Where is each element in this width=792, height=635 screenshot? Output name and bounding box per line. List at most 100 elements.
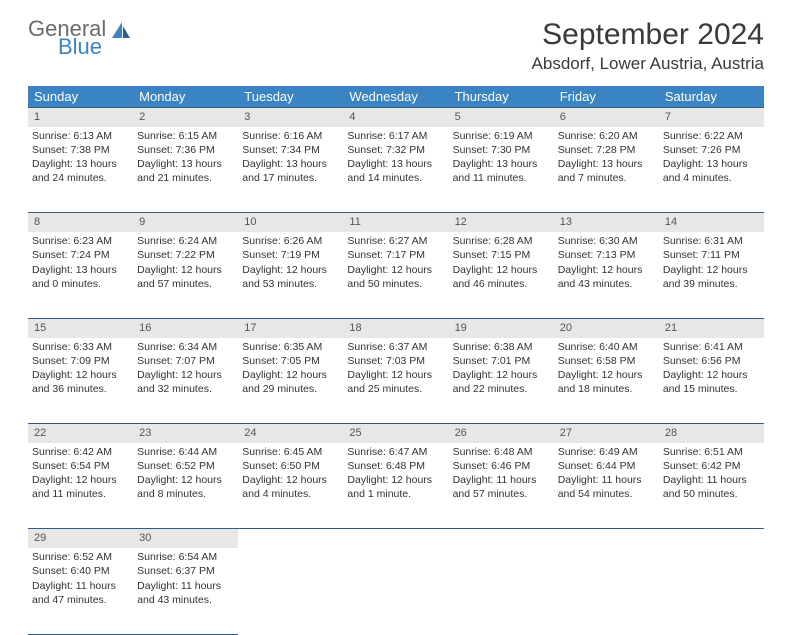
daylight-label: and 7 minutes. — [558, 171, 655, 185]
sunset-label: Sunset: 7:05 PM — [242, 354, 339, 368]
sunrise-label: Sunrise: 6:22 AM — [663, 129, 760, 143]
sunrise-label: Sunrise: 6:48 AM — [453, 445, 550, 459]
daylight-label: and 53 minutes. — [242, 277, 339, 291]
sunrise-label: Sunrise: 6:26 AM — [242, 234, 339, 248]
sunset-label: Sunset: 6:46 PM — [453, 459, 550, 473]
sunrise-label: Sunrise: 6:24 AM — [137, 234, 234, 248]
day-number-cell: 13 — [554, 213, 659, 232]
sunrise-label: Sunrise: 6:45 AM — [242, 445, 339, 459]
daylight-label: and 17 minutes. — [242, 171, 339, 185]
daylight-label: Daylight: 13 hours — [453, 157, 550, 171]
day-number-cell: 24 — [238, 424, 343, 443]
day-cell: Sunrise: 6:42 AMSunset: 6:54 PMDaylight:… — [28, 443, 133, 529]
sunrise-label: Sunrise: 6:28 AM — [453, 234, 550, 248]
sunset-label: Sunset: 7:24 PM — [32, 248, 129, 262]
day-number-cell: 27 — [554, 424, 659, 443]
sunrise-label: Sunrise: 6:49 AM — [558, 445, 655, 459]
daylight-label: and 36 minutes. — [32, 382, 129, 396]
day-number-cell: 22 — [28, 424, 133, 443]
daylight-label: Daylight: 12 hours — [137, 473, 234, 487]
sunrise-label: Sunrise: 6:17 AM — [347, 129, 444, 143]
sunset-label: Sunset: 6:40 PM — [32, 564, 129, 578]
day-cell: Sunrise: 6:37 AMSunset: 7:03 PMDaylight:… — [343, 338, 448, 424]
sunset-label: Sunset: 6:56 PM — [663, 354, 760, 368]
sunrise-label: Sunrise: 6:54 AM — [137, 550, 234, 564]
daylight-label: Daylight: 12 hours — [347, 263, 444, 277]
daylight-label: Daylight: 12 hours — [242, 473, 339, 487]
daylight-label: Daylight: 11 hours — [558, 473, 655, 487]
day-number-cell: 14 — [659, 213, 764, 232]
day-cell: Sunrise: 6:15 AMSunset: 7:36 PMDaylight:… — [133, 127, 238, 213]
daynum-row: 22232425262728 — [28, 424, 764, 443]
page-title: September 2024 — [532, 18, 764, 52]
day-cell: Sunrise: 6:27 AMSunset: 7:17 PMDaylight:… — [343, 232, 448, 318]
sunrise-label: Sunrise: 6:34 AM — [137, 340, 234, 354]
weekday-tuesday: Tuesday — [238, 86, 343, 108]
daylight-label: Daylight: 13 hours — [347, 157, 444, 171]
day-number-cell: 8 — [28, 213, 133, 232]
sunset-label: Sunset: 6:54 PM — [32, 459, 129, 473]
sunset-label: Sunset: 7:34 PM — [242, 143, 339, 157]
day-cell: Sunrise: 6:28 AMSunset: 7:15 PMDaylight:… — [449, 232, 554, 318]
day-cell — [449, 548, 554, 634]
day-number-cell: 9 — [133, 213, 238, 232]
daylight-label: and 18 minutes. — [558, 382, 655, 396]
daylight-label: Daylight: 12 hours — [558, 263, 655, 277]
logo-text: General Blue — [28, 18, 106, 58]
sunset-label: Sunset: 6:42 PM — [663, 459, 760, 473]
sunrise-label: Sunrise: 6:44 AM — [137, 445, 234, 459]
daylight-label: and 50 minutes. — [347, 277, 444, 291]
day-number-cell: 3 — [238, 108, 343, 127]
sunset-label: Sunset: 7:32 PM — [347, 143, 444, 157]
daylight-label: Daylight: 12 hours — [137, 368, 234, 382]
daylight-label: and 11 minutes. — [32, 487, 129, 501]
day-cell: Sunrise: 6:30 AMSunset: 7:13 PMDaylight:… — [554, 232, 659, 318]
daynum-row: 2930 — [28, 529, 764, 548]
day-cell: Sunrise: 6:31 AMSunset: 7:11 PMDaylight:… — [659, 232, 764, 318]
sunset-label: Sunset: 7:30 PM — [453, 143, 550, 157]
daylight-label: Daylight: 11 hours — [32, 579, 129, 593]
sunset-label: Sunset: 6:48 PM — [347, 459, 444, 473]
day-cell: Sunrise: 6:33 AMSunset: 7:09 PMDaylight:… — [28, 338, 133, 424]
daylight-label: and 4 minutes. — [242, 487, 339, 501]
day-number-cell: 1 — [28, 108, 133, 127]
daylight-label: and 54 minutes. — [558, 487, 655, 501]
logo: General Blue — [28, 18, 132, 58]
sunrise-label: Sunrise: 6:19 AM — [453, 129, 550, 143]
sunrise-label: Sunrise: 6:13 AM — [32, 129, 129, 143]
weekday-saturday: Saturday — [659, 86, 764, 108]
daylight-label: and 47 minutes. — [32, 593, 129, 607]
daylight-label: Daylight: 13 hours — [32, 157, 129, 171]
day-cell: Sunrise: 6:38 AMSunset: 7:01 PMDaylight:… — [449, 338, 554, 424]
daylight-label: Daylight: 12 hours — [347, 473, 444, 487]
sunrise-label: Sunrise: 6:33 AM — [32, 340, 129, 354]
sunrise-label: Sunrise: 6:27 AM — [347, 234, 444, 248]
header: General Blue September 2024 Absdorf, Low… — [28, 18, 764, 74]
weekday-friday: Friday — [554, 86, 659, 108]
day-number-cell: 16 — [133, 318, 238, 337]
sunset-label: Sunset: 7:22 PM — [137, 248, 234, 262]
day-number-cell: 4 — [343, 108, 448, 127]
daylight-label: and 25 minutes. — [347, 382, 444, 396]
day-number-cell: 10 — [238, 213, 343, 232]
sunset-label: Sunset: 7:15 PM — [453, 248, 550, 262]
sunrise-label: Sunrise: 6:40 AM — [558, 340, 655, 354]
sunrise-label: Sunrise: 6:30 AM — [558, 234, 655, 248]
sunrise-label: Sunrise: 6:20 AM — [558, 129, 655, 143]
daylight-label: Daylight: 12 hours — [137, 263, 234, 277]
day-number-cell — [659, 529, 764, 548]
day-cell: Sunrise: 6:40 AMSunset: 6:58 PMDaylight:… — [554, 338, 659, 424]
sunset-label: Sunset: 6:58 PM — [558, 354, 655, 368]
sunset-label: Sunset: 6:50 PM — [242, 459, 339, 473]
day-number-cell: 2 — [133, 108, 238, 127]
sunset-label: Sunset: 7:19 PM — [242, 248, 339, 262]
daylight-label: Daylight: 12 hours — [663, 263, 760, 277]
day-cell: Sunrise: 6:17 AMSunset: 7:32 PMDaylight:… — [343, 127, 448, 213]
daylight-label: Daylight: 12 hours — [347, 368, 444, 382]
calendar-header: Sunday Monday Tuesday Wednesday Thursday… — [28, 86, 764, 108]
sunset-label: Sunset: 7:36 PM — [137, 143, 234, 157]
day-number-cell — [554, 529, 659, 548]
calendar-body: 1234567Sunrise: 6:13 AMSunset: 7:38 PMDa… — [28, 108, 764, 635]
daylight-label: and 15 minutes. — [663, 382, 760, 396]
daylight-label: and 46 minutes. — [453, 277, 550, 291]
